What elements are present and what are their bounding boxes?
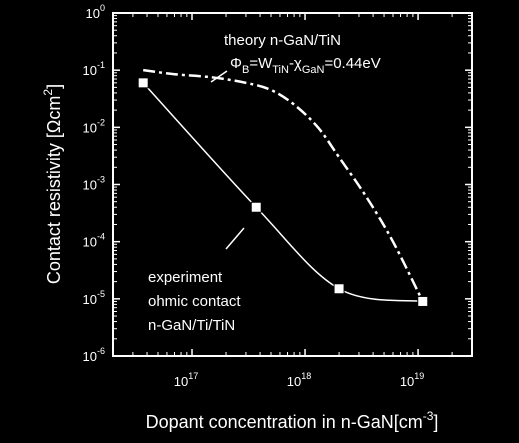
y-axis-label-unit: cm xyxy=(44,96,64,120)
x-tick-exp: 18 xyxy=(301,371,311,381)
annotation-theory-equation: ΦB=WTiN-χGaN=0.44eV xyxy=(230,55,381,76)
x-tick-label: 1019 xyxy=(400,371,424,389)
w-subscript: TiN xyxy=(272,64,289,76)
x-axis-label-close: ] xyxy=(433,412,438,432)
y-tick-exp: -4 xyxy=(97,232,105,242)
y-tick-base: 10 xyxy=(83,120,97,135)
x-tick-exp: 19 xyxy=(414,371,424,381)
y-tick-base: 10 xyxy=(83,63,97,78)
y-tick-label: 10-5 xyxy=(83,289,105,307)
y-tick-exp: -6 xyxy=(97,346,105,356)
x-tick-exp: 17 xyxy=(188,371,198,381)
x-axis-label-sup: -3 xyxy=(423,409,434,423)
annotation-experiment-line1: experiment xyxy=(148,269,223,286)
minus-chi: -χ xyxy=(289,55,302,72)
y-axis-label-close: ] xyxy=(44,84,64,89)
y-axis-label-sup: 2 xyxy=(41,89,55,96)
y-tick-base: 10 xyxy=(83,349,97,364)
y-tick-label: 10-1 xyxy=(83,60,105,78)
y-axis-label-omega: Ω xyxy=(44,120,64,133)
experiment-point xyxy=(137,77,149,89)
eq-w: =W xyxy=(249,55,273,72)
annotation-theory-pointer xyxy=(210,70,228,83)
y-tick-label: 10-2 xyxy=(83,117,105,135)
annotation-experiment-line2: ohmic contact xyxy=(148,293,241,310)
x-tick-label: 1017 xyxy=(174,371,198,389)
series-layer xyxy=(137,68,429,307)
eq-value: =0.44eV xyxy=(324,55,380,72)
experiment-point xyxy=(250,201,262,213)
phi-subscript: B xyxy=(242,64,249,76)
y-tick-exp: -3 xyxy=(97,175,105,185)
chi-subscript: GaN xyxy=(302,64,325,76)
y-tick-label: 100 xyxy=(86,3,105,21)
phi-symbol: Φ xyxy=(230,55,242,72)
y-tick-label: 10-6 xyxy=(83,346,105,364)
experiment-curve xyxy=(142,82,423,303)
annotation-experiment-line3: n-GaN/Ti/TiN xyxy=(148,317,235,334)
x-axis-label: Dopant concentration in n-GaN[cm-3] xyxy=(146,409,439,432)
annotation-theory-line1: theory n-GaN/TiN xyxy=(224,32,341,49)
y-tick-label: 10-3 xyxy=(83,175,105,193)
x-tick-base: 10 xyxy=(400,374,414,389)
y-tick-exp: -5 xyxy=(97,289,105,299)
experiment-point xyxy=(333,283,345,295)
x-tick-label: 1018 xyxy=(287,371,311,389)
y-tick-base: 10 xyxy=(83,178,97,193)
y-axis-label-text: Contact resistivity [ xyxy=(44,133,64,284)
x-axis-label-text: Dopant concentration in n-GaN[cm xyxy=(146,412,423,432)
y-tick-base: 10 xyxy=(86,6,100,21)
experiment-point xyxy=(417,295,429,307)
y-tick-exp: -2 xyxy=(97,117,105,127)
y-tick-base: 10 xyxy=(83,235,97,250)
theory-curve xyxy=(143,68,424,303)
y-axis-label: Contact resistivity [Ωcm2] xyxy=(41,84,64,284)
y-tick-base: 10 xyxy=(83,292,97,307)
x-tick-base: 10 xyxy=(287,374,301,389)
y-tick-exp: 0 xyxy=(100,3,105,13)
x-tick-base: 10 xyxy=(174,374,188,389)
y-tick-label: 10-4 xyxy=(83,232,105,250)
axis-ticks xyxy=(112,12,473,357)
annotation-experiment-pointer xyxy=(225,227,245,250)
y-tick-exp: -1 xyxy=(97,60,105,70)
